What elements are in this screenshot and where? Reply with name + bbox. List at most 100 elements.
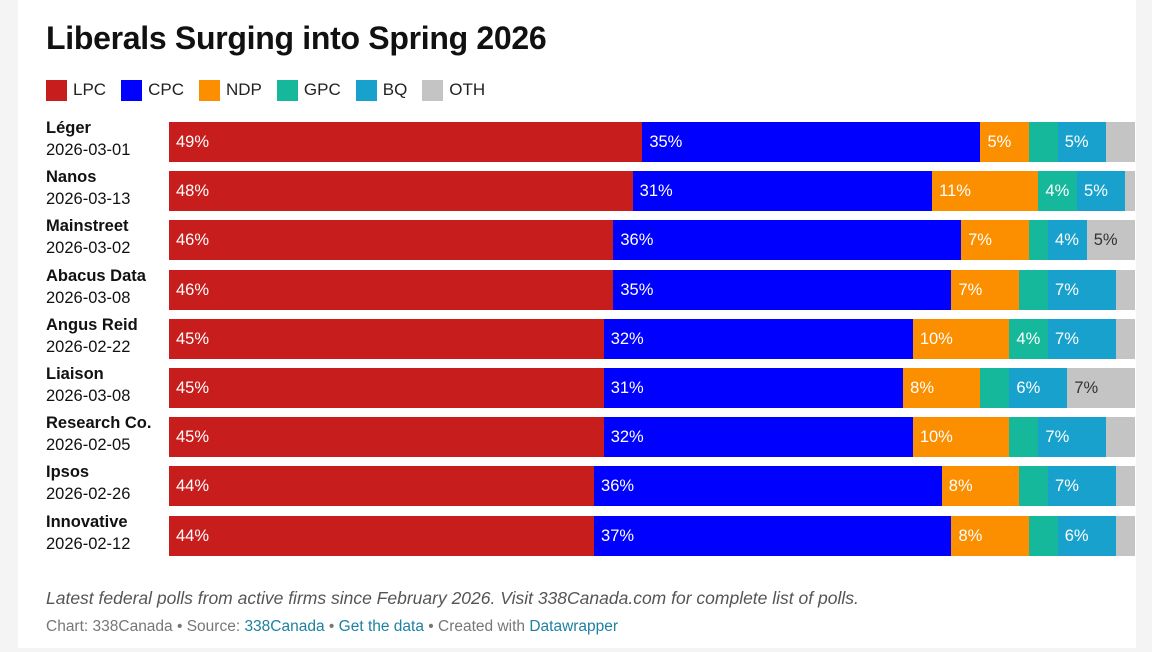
poll-row-l-ger: Léger 2026-03-01 49% 35% 5% 5%	[18, 118, 1136, 162]
bar-segment-ndp: 7%	[951, 269, 1020, 310]
bar-segment-lpc: 46%	[169, 269, 614, 310]
bar-segment-oth	[1115, 466, 1135, 507]
bar-segment-bq: 5%	[1057, 122, 1107, 162]
bar-segment-lpc: 49%	[169, 122, 643, 162]
bar-segment-oth	[1115, 269, 1135, 310]
poll-firm-label: Abacus Data	[46, 266, 146, 285]
bar-segment-gpc	[1019, 269, 1049, 310]
poll-date-label: 2026-02-12	[46, 534, 131, 553]
source-link[interactable]: 338Canada	[244, 618, 325, 635]
legend-item-bq: BQ	[355, 79, 407, 101]
bar-segment-lpc: 45%	[169, 368, 604, 408]
bar-segment-bq: 7%	[1048, 318, 1116, 359]
poll-firm-label: Liaison	[46, 365, 104, 383]
bar-segment-gpc: 4%	[1009, 318, 1049, 359]
bar-segment-bq: 6%	[1009, 368, 1068, 408]
poll-date-label: 2026-03-13	[46, 190, 131, 209]
poll-firm-label: Léger	[46, 119, 91, 137]
bar-segment-bq: 4%	[1048, 220, 1087, 261]
legend-swatch	[46, 79, 67, 101]
poll-date-label: 2026-03-08	[46, 387, 131, 405]
poll-row-angus-reid: Angus Reid 2026-02-22 45% 32% 10% 4% 7%	[18, 315, 1136, 359]
bar-segment-oth	[1106, 417, 1135, 458]
poll-row-abacus-data: Abacus Data 2026-03-08 46% 35% 7% 7%	[18, 266, 1136, 310]
datawrapper-link[interactable]: Datawrapper	[529, 618, 619, 635]
chart-legend: LPC CPC NDP GPC BQ OTH	[46, 78, 500, 102]
chart-card: Liberals Surging into Spring 2026 LPC CPC…	[18, 0, 1136, 648]
bar-segment-oth	[1115, 318, 1135, 359]
bar-segment-oth: 5%	[1086, 220, 1135, 261]
poll-row-mainstreet: Mainstreet 2026-03-02 46% 36% 7% 4% 5%	[18, 216, 1136, 261]
bar-segment-cpc: 37%	[594, 515, 952, 556]
bar-segment-ndp: 8%	[951, 515, 1029, 556]
legend-swatch	[422, 79, 444, 101]
poll-firm-label: Research Co.	[46, 414, 152, 433]
poll-date-label: 2026-03-02	[46, 239, 131, 258]
bar-segment-lpc: 45%	[169, 417, 604, 458]
bar-segment-gpc	[1028, 515, 1058, 556]
bar-segment-gpc	[1019, 466, 1049, 507]
poll-row-liaison: Liaison 2026-03-08 45% 31% 8% 6% 7%	[18, 364, 1136, 408]
bar-segment-ndp: 5%	[980, 122, 1029, 162]
legend-item-ndp: NDP	[198, 79, 262, 101]
legend-item-gpc: GPC	[276, 79, 341, 101]
legend-label: GPC	[303, 80, 341, 99]
bar-segment-bq: 7%	[1048, 466, 1116, 507]
legend-swatch	[276, 79, 298, 101]
bar-segment-ndp: 10%	[912, 417, 1010, 458]
poll-date-label: 2026-03-01	[46, 141, 131, 159]
bar-segment-lpc: 45%	[169, 318, 604, 359]
bar-segment-cpc: 32%	[603, 417, 913, 458]
bar-segment-gpc	[1028, 220, 1049, 261]
bar-segment-ndp: 8%	[941, 466, 1020, 507]
legend-label: CPC	[148, 80, 184, 99]
footer-credit-text: Chart: 338Canada • Source:	[46, 618, 245, 635]
legend-label: LPC	[73, 80, 107, 99]
poll-firm-label: Innovative	[46, 512, 128, 531]
stacked-bar: 48% 31% 11% 4% 5%	[169, 171, 1135, 212]
bar-segment-ndp: 11%	[932, 171, 1039, 212]
legend-label: NDP	[225, 80, 262, 99]
stacked-bar: 46% 35% 7% 7%	[169, 269, 1135, 310]
bar-segment-cpc: 36%	[594, 466, 942, 507]
bar-segment-cpc: 31%	[603, 368, 904, 408]
stacked-bar: 44% 36% 8% 7%	[169, 466, 1135, 507]
poll-date-label: 2026-02-22	[46, 337, 131, 356]
bar-segment-lpc: 44%	[169, 466, 595, 507]
poll-row-research-co: Research Co. 2026-02-05 45% 32% 10% 7%	[18, 413, 1136, 458]
footer-created-text: • Created with	[423, 618, 530, 635]
poll-firm-label: Mainstreet	[46, 217, 129, 236]
bar-segment-oth	[1106, 122, 1135, 162]
bar-segment-bq: 7%	[1038, 417, 1106, 458]
legend-swatch	[198, 79, 220, 101]
poll-firm-label: Angus Reid	[46, 315, 138, 334]
poll-date-label: 2026-02-05	[46, 436, 131, 455]
bar-segment-bq: 6%	[1057, 515, 1116, 556]
stacked-bar: 45% 31% 8% 6% 7%	[169, 368, 1135, 408]
bar-segment-gpc: 4%	[1038, 171, 1078, 212]
legend-swatch	[355, 79, 377, 101]
stacked-bar: 46% 36% 7% 4% 5%	[169, 220, 1135, 261]
chart-title: Liberals Surging into Spring 2026	[46, 20, 547, 56]
chart-caption: Latest federal polls from active firms s…	[46, 588, 859, 608]
stacked-bar: 45% 32% 10% 4% 7%	[169, 318, 1135, 359]
legend-item-cpc: CPC	[121, 79, 184, 101]
stacked-bar: 44% 37% 8% 6%	[169, 515, 1135, 556]
legend-item-lpc: LPC	[46, 79, 107, 101]
poll-firm-label: Ipsos	[46, 463, 90, 482]
bar-segment-ndp: 8%	[903, 368, 981, 408]
legend-label: OTH	[449, 80, 486, 99]
bar-segment-bq: 5%	[1077, 171, 1126, 212]
bar-segment-gpc	[980, 368, 1010, 408]
bar-segment-lpc: 46%	[169, 220, 614, 261]
bar-segment-oth	[1125, 171, 1135, 212]
poll-row-innovative: Innovative 2026-02-12 44% 37% 8% 6%	[18, 512, 1136, 556]
poll-row-nanos: Nanos 2026-03-13 48% 31% 11% 4% 5%	[18, 167, 1136, 212]
bar-segment-oth	[1115, 515, 1135, 556]
footer-separator: •	[324, 618, 339, 635]
legend-item-oth: OTH	[422, 79, 486, 101]
poll-firm-label: Nanos	[46, 168, 97, 187]
stacked-bar: 45% 32% 10% 7%	[169, 417, 1135, 458]
bar-segment-lpc: 44%	[169, 515, 595, 556]
get-data-link[interactable]: Get the data	[338, 618, 424, 635]
